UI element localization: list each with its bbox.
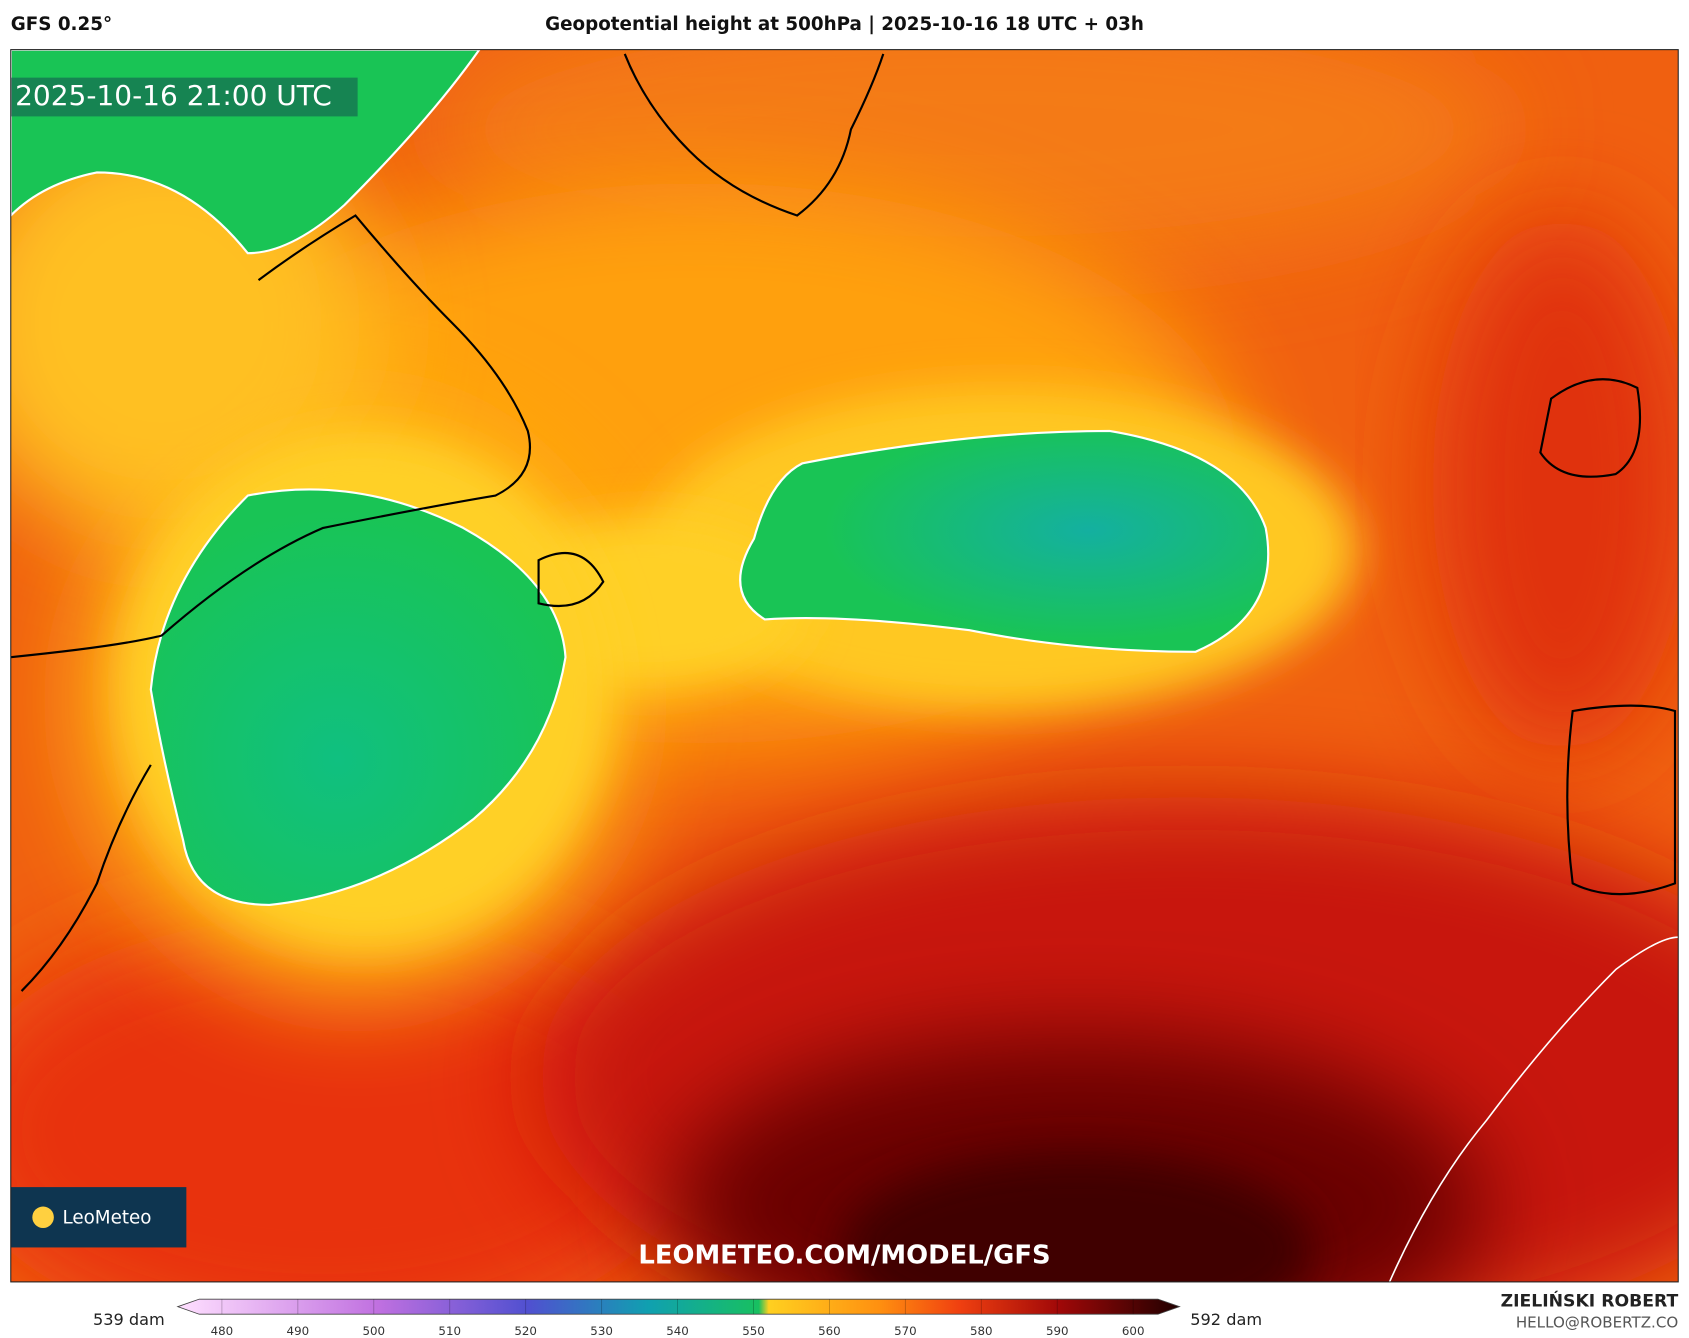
map-title: Geopotential height at 500hPa | 2025-10-… (545, 14, 1144, 35)
colorbar-tick-label: 580 (970, 1324, 993, 1338)
map-frame (10, 49, 1679, 1283)
author: ZIELIŃSKI ROBERT (1501, 1289, 1679, 1311)
colorbar-tick-label: 530 (590, 1324, 613, 1338)
colorbar-tick-label: 480 (211, 1324, 234, 1338)
valid-time: 2025-10-16 21:00 UTC (15, 79, 332, 112)
colorbar-tick-label: 540 (666, 1324, 689, 1338)
colorbar-tick-label: 520 (514, 1324, 537, 1338)
colorbar-min-label: 539 dam (93, 1310, 165, 1329)
logo: LeoMeteo (62, 1207, 151, 1228)
model-label: GFS 0.25° (11, 14, 112, 35)
colorbar-max-label: 592 dam (1190, 1310, 1262, 1329)
colorbar-tick-label: 570 (894, 1324, 917, 1338)
colorbar-tick-label: 560 (818, 1324, 841, 1338)
colorbar-tick-label: 510 (438, 1324, 461, 1338)
watermark: LEOMETEO.COM/MODEL/GFS (638, 1241, 1050, 1271)
colorbar-tick-label: 500 (362, 1324, 385, 1338)
colorbar-tick-label: 550 (742, 1324, 765, 1338)
contact: HELLO@ROBERTZ.CO (1516, 1313, 1679, 1331)
colorbar (176, 1298, 1181, 1315)
colorbar-ticks: 480 490 500 510 520 530 540 550 560 570 580 590 600 (211, 1299, 1145, 1338)
colorbar-tick-label: 600 (1122, 1324, 1145, 1338)
colorbar-tick-label: 590 (1046, 1324, 1069, 1338)
colorbar-tick-label: 490 (287, 1324, 310, 1338)
